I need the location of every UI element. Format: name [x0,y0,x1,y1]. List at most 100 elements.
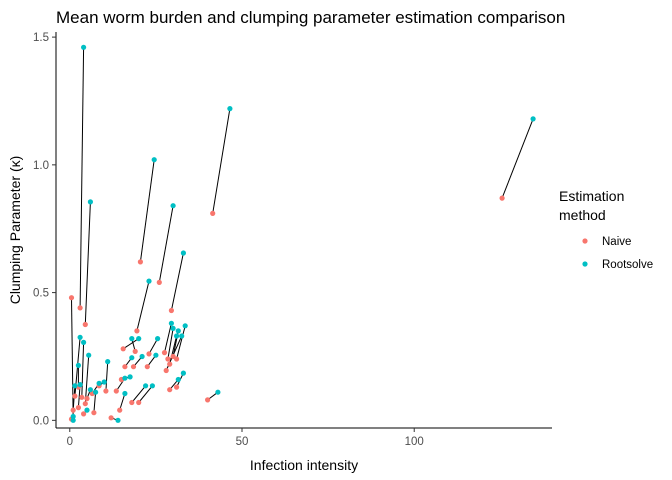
pair-segment [136,280,150,332]
data-point-naive [167,361,173,367]
data-point-rootsolve [143,383,149,389]
data-point-rootsolve [170,203,176,209]
data-point-naive [165,356,171,362]
data-point-rootsolve [70,413,76,420]
data-point-rootsolve [129,336,135,342]
data-point-naive [146,351,152,357]
data-point-rootsolve [75,362,81,368]
data-point-rootsolve [84,407,90,413]
y-tick-label: 1.5 [33,32,49,44]
data-point-rootsolve [151,157,157,163]
data-point-rootsolve [70,417,76,423]
data-point-naive [205,397,211,403]
x-tick-label: 50 [236,436,249,448]
pair-segment [119,393,126,411]
data-point-naive [91,410,97,416]
pair-segment [84,355,90,404]
data-point-rootsolve [155,336,161,342]
data-point-rootsolve [170,325,176,331]
data-point-naive [132,348,138,354]
data-point-rootsolve [129,355,135,361]
data-point-naive [81,411,87,417]
y-tick-label: 0.0 [33,415,49,427]
data-point-rootsolve [72,383,78,389]
y-tick-label: 0.5 [33,288,49,300]
legend-title-line-1: Estimation [559,188,624,204]
data-point-naive [163,367,169,374]
legend-label-naive: Naive [602,236,631,248]
pair-segment [170,252,184,311]
data-point-rootsolve [136,336,142,342]
legend: Estimation method Naive Rootsolve [559,188,653,271]
x-axis-ticks: 0 50 100 [67,428,424,448]
data-point-rootsolve [530,116,536,122]
data-point-rootsolve [81,44,87,50]
y-axis-ticks: 0.0 0.5 1.0 1.5 [33,32,56,427]
y-tick-label: 1.0 [33,160,49,172]
data-point-rootsolve [175,376,181,383]
data-point-rootsolve [122,375,128,381]
data-point-naive [117,407,123,413]
data-point-rootsolve [139,353,145,360]
data-point-rootsolve [77,382,83,388]
data-point-rootsolve [179,333,185,339]
pair-segment [148,338,159,355]
pair-segment [139,159,155,262]
data-point-naive [156,279,162,285]
data-point-rootsolve [149,383,155,389]
pair-segment [158,205,174,283]
pair-segment [131,385,146,403]
data-point-rootsolve [122,390,128,397]
pairing-segments [71,47,534,421]
x-tick-label: 0 [67,436,73,448]
data-point-rootsolve [93,389,99,395]
data-point-rootsolve [105,359,111,365]
legend-label-rootsolve: Rootsolve [602,259,653,271]
data-point-rootsolve [168,320,174,326]
pair-segment [501,118,534,199]
data-point-rootsolve [182,323,188,329]
legend-key-naive [582,238,588,244]
pair-segment [105,361,109,392]
pair-segment [71,297,74,421]
pair-segment [84,201,91,325]
data-point-naive [174,384,180,390]
data-point-rootsolve [180,250,186,256]
data-point-rootsolve [86,352,92,358]
data-point-naive [129,399,135,406]
legend-title-line-2: method [559,207,606,223]
pair-segment [167,328,174,360]
data-point-rootsolve [96,380,102,386]
data-points [68,44,536,423]
data-point-naive [120,346,126,352]
data-point-naive [75,405,81,411]
data-point-rootsolve [153,352,159,358]
x-axis-title: Infection intensity [250,457,358,473]
data-point-naive [122,364,128,370]
data-point-naive [72,393,78,399]
data-point-naive [134,328,140,334]
pair-segment [164,323,172,353]
data-point-naive [161,350,168,356]
data-point-rootsolve [81,339,87,345]
data-point-naive [499,195,505,201]
data-point-naive [137,259,143,265]
pair-segment [212,108,231,214]
data-point-rootsolve [77,334,83,340]
data-point-naive [136,399,142,406]
pair-segment [138,385,153,403]
data-point-naive [144,364,150,370]
data-point-naive [77,305,83,311]
data-point-naive [82,321,88,328]
data-point-naive [210,210,216,216]
data-point-naive [82,401,88,407]
data-point-rootsolve [146,278,152,284]
data-point-naive [168,307,174,314]
y-axis-title: Clumping Parameter (κ) [7,156,23,305]
data-point-rootsolve [174,333,180,339]
data-point-rootsolve [115,417,121,423]
data-point-naive [103,388,109,394]
pair-segment [93,392,97,413]
data-point-rootsolve [87,387,93,393]
